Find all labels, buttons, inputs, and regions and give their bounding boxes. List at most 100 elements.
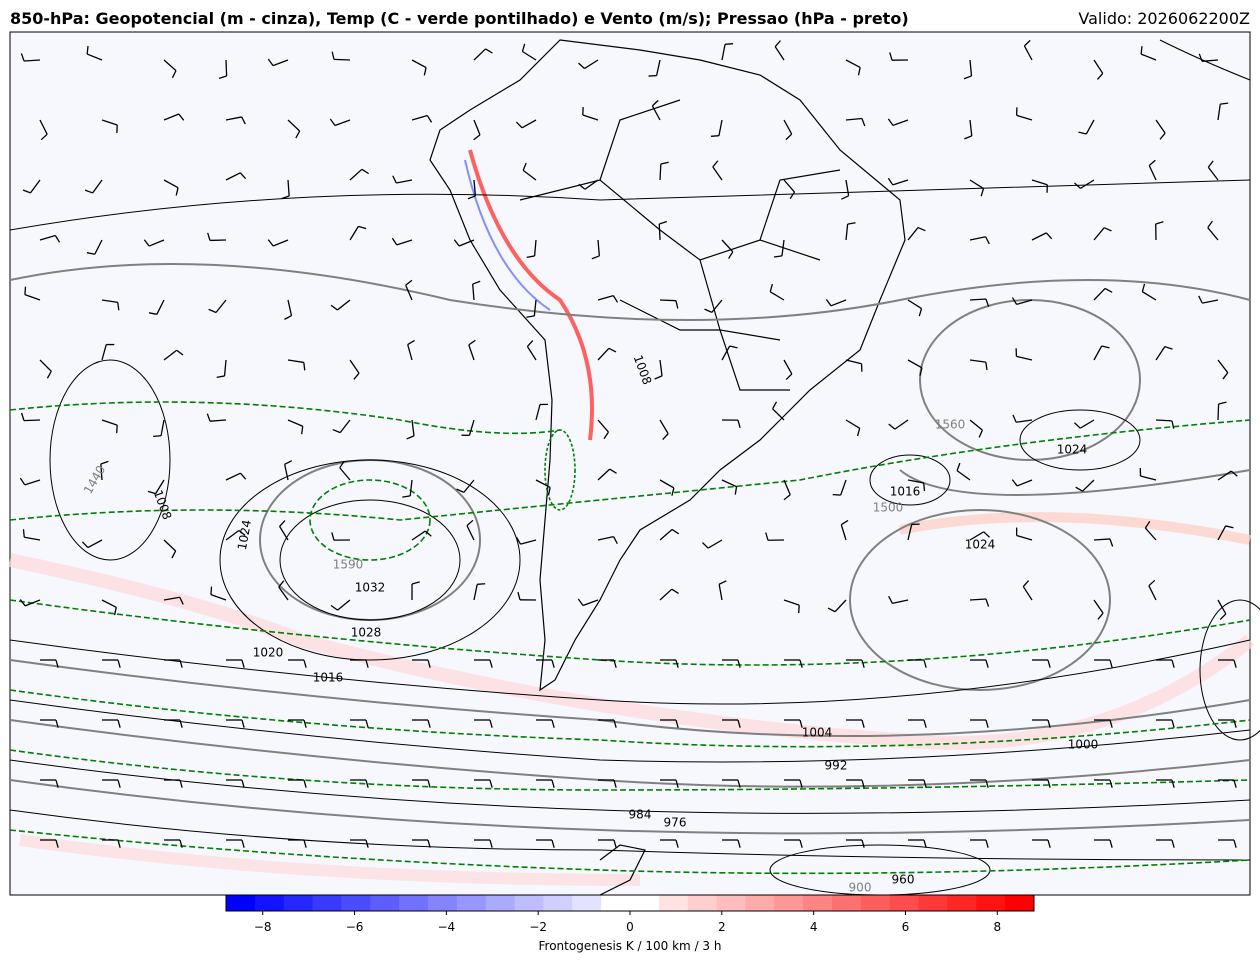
barb-staff <box>225 59 228 77</box>
barb-staff <box>156 299 165 315</box>
contour-label: 1004 <box>802 726 833 740</box>
barb-flag <box>210 586 213 595</box>
barb-flag <box>547 487 551 496</box>
colorbar-segment <box>601 895 631 911</box>
barb-flag <box>832 493 841 496</box>
barb-flag <box>1144 520 1151 529</box>
barb-flag <box>1101 345 1110 349</box>
barb-flag <box>1097 612 1104 620</box>
barb-flag <box>737 419 741 428</box>
barb-flag <box>1047 779 1051 788</box>
barb-staff <box>1217 470 1232 481</box>
barb-staff <box>333 58 351 61</box>
barb-flag <box>888 423 896 430</box>
barb-flag <box>861 659 865 668</box>
colorbar-segment <box>745 895 775 911</box>
barb-staff <box>1217 104 1221 121</box>
barb-flag <box>1220 102 1229 105</box>
contour-label: 976 <box>664 816 687 830</box>
barb-staff <box>1023 45 1033 61</box>
barb-staff <box>334 119 351 127</box>
barb-staff <box>1148 165 1157 181</box>
barb-staff <box>278 586 289 601</box>
barb-flag <box>1109 659 1113 668</box>
barb-staff <box>225 172 241 181</box>
barb-flag <box>1222 372 1229 380</box>
barb-flag <box>427 659 431 668</box>
barb-staff <box>39 119 48 135</box>
barb-flag <box>153 435 162 438</box>
barb-staff <box>1016 534 1033 541</box>
barb-flag <box>55 719 59 728</box>
barb-flag <box>1155 221 1164 225</box>
barb-staff <box>225 116 242 121</box>
barb-flag <box>147 490 156 495</box>
barb-staff <box>834 599 847 613</box>
barb-staff <box>1093 288 1106 301</box>
barb-flag <box>923 482 926 491</box>
barb-staff <box>1217 359 1229 374</box>
barb-flag <box>861 118 866 127</box>
barb-flag <box>1012 414 1017 423</box>
barb-staff <box>223 359 227 376</box>
barb-staff <box>101 119 118 126</box>
barb-flag <box>472 280 481 285</box>
barb-staff <box>659 359 663 376</box>
barb-flag <box>179 719 183 728</box>
barb-staff <box>1140 53 1157 61</box>
barb-flag <box>710 135 719 137</box>
barb-flag <box>361 168 370 175</box>
barb-flag <box>353 372 360 380</box>
barb-flag <box>918 308 923 317</box>
contour-label: 1024 <box>965 538 996 552</box>
barb-flag <box>1219 613 1227 621</box>
colorbar-segment <box>947 895 977 911</box>
barb-flag <box>1159 132 1166 140</box>
barb-staff <box>1093 538 1111 541</box>
barb-flag <box>799 659 803 668</box>
barb-flag <box>577 598 584 606</box>
barb-flag <box>55 839 59 848</box>
contour-labels: 1008 1024 1016 1500 1024 1560 1590 1032 … <box>81 353 1098 894</box>
barb-flag <box>489 659 493 668</box>
barb-staff <box>101 599 117 608</box>
barb-staff <box>659 528 673 541</box>
barb-staff <box>1016 114 1033 121</box>
barb-staff <box>907 227 919 241</box>
barb-flag <box>1022 580 1030 588</box>
barb-staff <box>472 284 475 301</box>
barb-staff <box>287 119 301 132</box>
barb-flag <box>1075 486 1083 492</box>
barb-flag <box>1171 420 1175 429</box>
barb-staff <box>1031 179 1048 186</box>
barb-staff <box>101 344 107 361</box>
barb-flag <box>1198 295 1203 304</box>
barb-flag <box>522 162 527 171</box>
barb-staff <box>466 525 475 541</box>
barb-flag <box>985 598 990 607</box>
barb-flag <box>427 719 431 728</box>
barb-flag <box>675 779 679 788</box>
barb-staff <box>597 239 600 256</box>
barb-staff <box>100 463 103 481</box>
barb-flag <box>963 75 972 80</box>
barb-flag <box>526 340 534 347</box>
barb-staff <box>24 599 41 607</box>
barb-flag <box>423 67 427 76</box>
barb-flag <box>772 401 778 410</box>
barb-flag <box>453 239 460 247</box>
barb-flag <box>825 299 832 307</box>
barb-flag <box>799 719 803 728</box>
barb-flag <box>1104 287 1113 293</box>
barb-staff <box>1085 119 1095 135</box>
barb-flag <box>1109 538 1114 547</box>
barb-flag <box>391 237 398 246</box>
barb-staff <box>407 344 413 361</box>
colorbar-segment <box>428 895 458 911</box>
barb-flag <box>923 839 927 848</box>
barb-flag <box>887 177 894 186</box>
colorbar-tick-label: −6 <box>346 920 364 934</box>
barb-flag <box>737 839 741 848</box>
barb-staff <box>349 168 363 181</box>
colorbar-segment <box>889 895 920 911</box>
